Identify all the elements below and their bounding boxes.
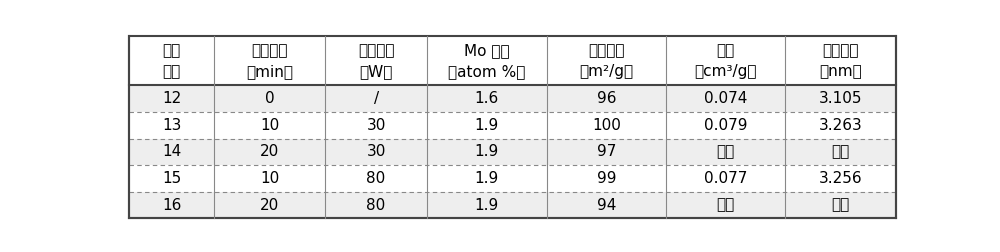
Bar <box>427 139 547 165</box>
Bar <box>547 85 666 112</box>
Bar <box>427 36 547 85</box>
Bar <box>325 192 427 218</box>
Bar <box>666 85 785 112</box>
Text: 80: 80 <box>366 171 386 186</box>
Text: 比表面积
（m²/g）: 比表面积 （m²/g） <box>579 43 633 79</box>
Text: 未测: 未测 <box>832 198 850 213</box>
Text: 超声时间
（min）: 超声时间 （min） <box>246 43 293 79</box>
Bar <box>666 192 785 218</box>
Bar <box>547 165 666 192</box>
Text: 30: 30 <box>366 144 386 159</box>
Bar <box>214 139 325 165</box>
Text: 12: 12 <box>162 91 181 106</box>
Bar <box>325 85 427 112</box>
Bar <box>785 85 896 112</box>
Text: 16: 16 <box>162 198 181 213</box>
Text: 样品
序号: 样品 序号 <box>162 43 181 79</box>
Text: 10: 10 <box>260 171 279 186</box>
Bar <box>129 112 214 139</box>
Text: 未测: 未测 <box>716 144 735 159</box>
Bar <box>325 139 427 165</box>
Bar <box>129 139 214 165</box>
Bar <box>785 192 896 218</box>
Text: 0.074: 0.074 <box>704 91 747 106</box>
Text: 1.6: 1.6 <box>475 91 499 106</box>
Text: 1.9: 1.9 <box>475 118 499 133</box>
Text: 1.9: 1.9 <box>475 171 499 186</box>
Bar <box>129 85 214 112</box>
Text: 0: 0 <box>265 91 274 106</box>
Text: 20: 20 <box>260 144 279 159</box>
Bar <box>547 112 666 139</box>
Text: 94: 94 <box>597 198 616 213</box>
Bar <box>427 165 547 192</box>
Text: 0.077: 0.077 <box>704 171 747 186</box>
Text: 99: 99 <box>597 171 616 186</box>
Text: 超声功率
（W）: 超声功率 （W） <box>358 43 394 79</box>
Text: 1.9: 1.9 <box>475 144 499 159</box>
Text: 0.079: 0.079 <box>704 118 747 133</box>
Bar <box>785 139 896 165</box>
Text: 3.263: 3.263 <box>819 118 863 133</box>
Bar <box>214 192 325 218</box>
Bar <box>785 36 896 85</box>
Text: 20: 20 <box>260 198 279 213</box>
Bar <box>129 165 214 192</box>
Bar <box>427 112 547 139</box>
Bar <box>666 139 785 165</box>
Bar <box>214 85 325 112</box>
Bar <box>325 112 427 139</box>
Text: 1.9: 1.9 <box>475 198 499 213</box>
Text: /: / <box>374 91 379 106</box>
Bar <box>427 85 547 112</box>
Text: 100: 100 <box>592 118 621 133</box>
Bar <box>666 36 785 85</box>
Bar <box>325 36 427 85</box>
Text: 平均孔径
（nm）: 平均孔径 （nm） <box>819 43 862 79</box>
Text: 3.105: 3.105 <box>819 91 862 106</box>
Text: 孔容
（cm³/g）: 孔容 （cm³/g） <box>694 43 757 79</box>
Text: 未测: 未测 <box>716 198 735 213</box>
Text: 15: 15 <box>162 171 181 186</box>
Bar <box>666 165 785 192</box>
Bar <box>325 165 427 192</box>
Text: 80: 80 <box>366 198 386 213</box>
Text: 10: 10 <box>260 118 279 133</box>
Text: 3.256: 3.256 <box>819 171 863 186</box>
Text: 未测: 未测 <box>832 144 850 159</box>
Text: Mo 含量
（atom %）: Mo 含量 （atom %） <box>448 43 526 79</box>
Bar <box>427 192 547 218</box>
Bar <box>785 165 896 192</box>
Bar <box>129 36 214 85</box>
Text: 13: 13 <box>162 118 181 133</box>
Bar <box>214 165 325 192</box>
Bar <box>129 192 214 218</box>
Text: 96: 96 <box>597 91 616 106</box>
Bar <box>214 112 325 139</box>
Bar <box>547 36 666 85</box>
Text: 30: 30 <box>366 118 386 133</box>
Bar <box>547 192 666 218</box>
Text: 97: 97 <box>597 144 616 159</box>
Bar <box>547 139 666 165</box>
Bar <box>785 112 896 139</box>
Bar <box>666 112 785 139</box>
Text: 14: 14 <box>162 144 181 159</box>
Bar <box>214 36 325 85</box>
